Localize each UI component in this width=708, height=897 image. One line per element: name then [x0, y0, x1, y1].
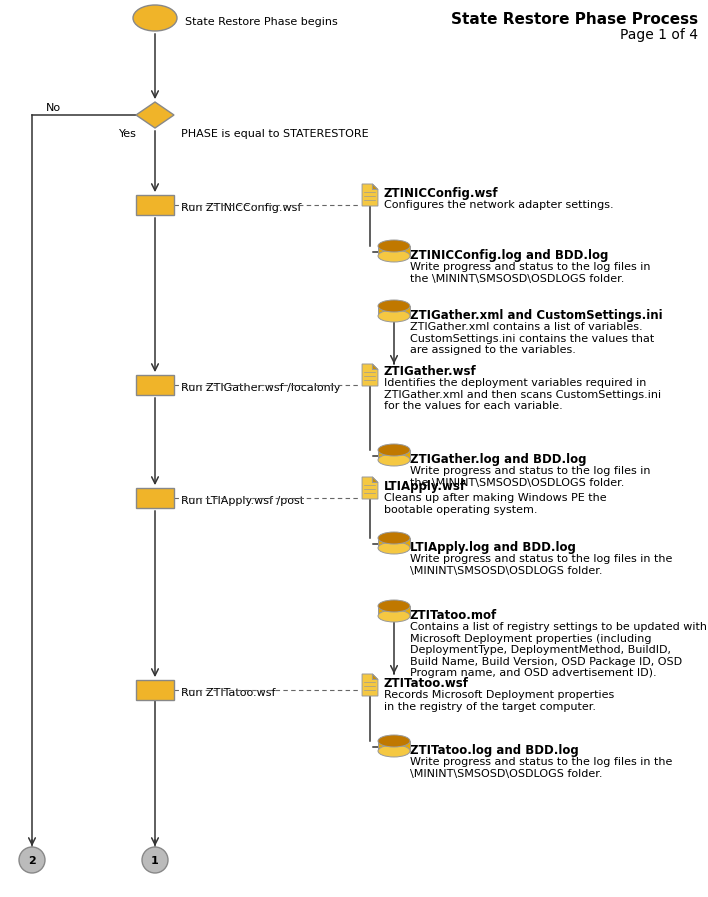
FancyBboxPatch shape: [378, 450, 410, 460]
FancyBboxPatch shape: [378, 741, 410, 751]
Ellipse shape: [378, 745, 410, 757]
Text: State Restore Phase Process: State Restore Phase Process: [451, 12, 698, 27]
Ellipse shape: [378, 300, 410, 312]
Text: Configures the network adapter settings.: Configures the network adapter settings.: [384, 200, 614, 210]
Text: Cleans up after making Windows PE the
bootable operating system.: Cleans up after making Windows PE the bo…: [384, 493, 607, 515]
Text: ZTIGather.xml contains a list of variables.
CustomSettings.ini contains the valu: ZTIGather.xml contains a list of variabl…: [410, 322, 654, 355]
FancyBboxPatch shape: [378, 538, 410, 548]
FancyBboxPatch shape: [136, 680, 174, 700]
Text: LTIApply.log and BDD.log: LTIApply.log and BDD.log: [410, 541, 576, 554]
Text: State Restore Phase begins: State Restore Phase begins: [185, 17, 338, 27]
Text: Records Microsoft Deployment properties
in the registry of the target computer.: Records Microsoft Deployment properties …: [384, 690, 615, 711]
Circle shape: [142, 847, 168, 873]
Text: Page 1 of 4: Page 1 of 4: [620, 28, 698, 42]
Ellipse shape: [378, 735, 410, 747]
Text: 1: 1: [151, 856, 159, 866]
Polygon shape: [136, 102, 174, 128]
Polygon shape: [372, 364, 378, 370]
Text: Yes: Yes: [119, 129, 137, 139]
FancyBboxPatch shape: [136, 375, 174, 395]
Text: ZTIGather.log and BDD.log: ZTIGather.log and BDD.log: [410, 453, 586, 466]
FancyBboxPatch shape: [378, 306, 410, 316]
Text: 2: 2: [28, 856, 36, 866]
FancyBboxPatch shape: [378, 246, 410, 256]
Text: Write progress and status to the log files in
the \MININT\SMSOSD\OSDLOGS folder.: Write progress and status to the log fil…: [410, 262, 651, 283]
FancyBboxPatch shape: [378, 606, 410, 616]
Text: Contains a list of registry settings to be updated with
Microsoft Deployment pro: Contains a list of registry settings to …: [410, 622, 707, 678]
Text: Identifies the deployment variables required in
ZTIGather.xml and then scans Cus: Identifies the deployment variables requ…: [384, 378, 661, 411]
Text: Run ZTINICConfig.wsf: Run ZTINICConfig.wsf: [181, 203, 302, 213]
Text: Write progress and status to the log files in the
\MININT\SMSOSD\OSDLOGS folder.: Write progress and status to the log fil…: [410, 757, 673, 779]
FancyBboxPatch shape: [136, 195, 174, 215]
Text: ZTITatoo.wsf: ZTITatoo.wsf: [384, 677, 469, 690]
Text: Run ZTITatoo.wsf: Run ZTITatoo.wsf: [181, 688, 275, 698]
Text: LTIApply.wsf: LTIApply.wsf: [384, 480, 466, 493]
FancyBboxPatch shape: [136, 488, 174, 508]
Text: PHASE is equal to STATERESTORE: PHASE is equal to STATERESTORE: [181, 129, 369, 139]
Text: ZTINICConfig.log and BDD.log: ZTINICConfig.log and BDD.log: [410, 249, 608, 262]
Ellipse shape: [378, 600, 410, 612]
Polygon shape: [362, 364, 378, 386]
Text: No: No: [46, 103, 61, 113]
Ellipse shape: [378, 454, 410, 466]
Polygon shape: [362, 184, 378, 206]
Text: ZTINICConfig.wsf: ZTINICConfig.wsf: [384, 187, 498, 200]
Text: Write progress and status to the log files in the
\MININT\SMSOSD\OSDLOGS folder.: Write progress and status to the log fil…: [410, 554, 673, 576]
Text: ZTITatoo.mof: ZTITatoo.mof: [410, 609, 497, 622]
Text: ZTITatoo.log and BDD.log: ZTITatoo.log and BDD.log: [410, 744, 578, 757]
Ellipse shape: [378, 310, 410, 322]
Polygon shape: [362, 674, 378, 696]
Polygon shape: [372, 184, 378, 189]
Text: Run LTIApply.wsf /post: Run LTIApply.wsf /post: [181, 496, 304, 506]
Ellipse shape: [378, 532, 410, 544]
Ellipse shape: [378, 542, 410, 554]
Ellipse shape: [378, 240, 410, 252]
Polygon shape: [372, 674, 378, 680]
Text: ZTIGather.xml and CustomSettings.ini: ZTIGather.xml and CustomSettings.ini: [410, 309, 663, 322]
Circle shape: [19, 847, 45, 873]
Polygon shape: [362, 477, 378, 499]
Polygon shape: [372, 477, 378, 483]
Ellipse shape: [133, 5, 177, 31]
Ellipse shape: [378, 250, 410, 262]
Text: Run ZTIGather.wsf /localonly: Run ZTIGather.wsf /localonly: [181, 383, 341, 393]
Text: ZTIGather.wsf: ZTIGather.wsf: [384, 365, 476, 378]
Ellipse shape: [378, 610, 410, 622]
Text: Write progress and status to the log files in
the \MININT\SMSOSD\OSDLOGS folder.: Write progress and status to the log fil…: [410, 466, 651, 488]
Ellipse shape: [378, 444, 410, 456]
